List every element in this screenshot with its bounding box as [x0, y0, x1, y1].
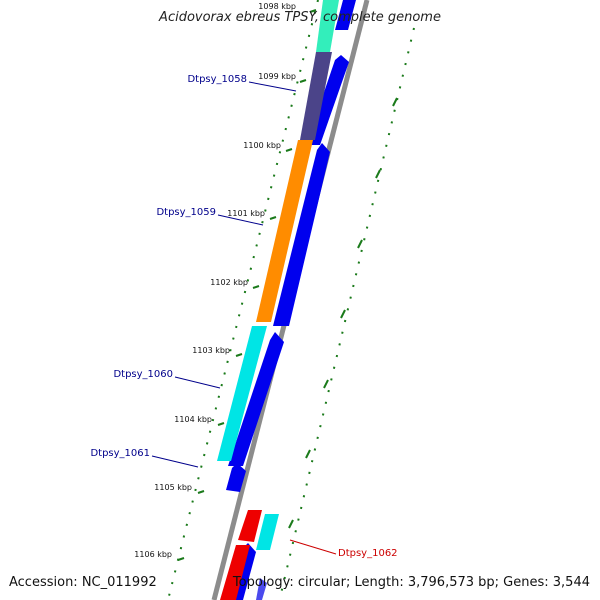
- cds-feature: [256, 578, 267, 600]
- map-title: Acidovorax ebreus TPSY, complete genome: [159, 10, 441, 25]
- tick-mark: [309, 9, 317, 13]
- gene-leader-line: [174, 376, 221, 389]
- tick-mark: [285, 148, 293, 152]
- gene-segment-red: [220, 545, 250, 600]
- tick-mark: [177, 557, 185, 561]
- tick-label: 1102 kbp: [210, 278, 248, 287]
- cds-feature: [273, 143, 330, 326]
- gene-label-group: Dtpsy_1058 Dtpsy_1059 Dtpsy_1060 Dtpsy_1061…: [90, 74, 397, 559]
- gene-leader-line: [248, 81, 297, 92]
- accession-text: Accession: NC_011992: [9, 575, 157, 590]
- tick-label: 1104 kbp: [174, 415, 212, 424]
- tick-label: 1105 kbp: [154, 483, 192, 492]
- summary-text: Topology: circular; Length: 3,796,573 bp…: [232, 575, 590, 590]
- gene-label[interactable]: Dtpsy_1061: [90, 448, 150, 459]
- tick-mark: [269, 216, 277, 220]
- tick-mark: [235, 353, 243, 357]
- cds-feature: [335, 0, 356, 30]
- gene-label[interactable]: Dtpsy_1059: [156, 207, 216, 218]
- gene-label[interactable]: Dtpsy_1058: [187, 74, 247, 85]
- gene-segment-purple: [300, 52, 332, 140]
- cds-feature: [226, 463, 246, 492]
- gene-leader-line: [217, 214, 264, 226]
- gene-segment-cyan: [217, 326, 267, 461]
- gene-leader-line: [289, 539, 337, 555]
- gene-leader-line: [151, 455, 199, 468]
- tick-label: 1099 kbp: [258, 72, 296, 81]
- cds-track: [226, 0, 356, 600]
- gene-label[interactable]: Dtpsy_1062: [338, 548, 398, 559]
- tick-label: 1098 kbp: [258, 2, 296, 11]
- tick-label: 1100 kbp: [243, 141, 281, 150]
- tick-label: 1101 kbp: [227, 209, 265, 218]
- gene-segment-cyan: [256, 514, 279, 550]
- gene-segment-red: [238, 510, 262, 542]
- tick-mark: [197, 490, 205, 494]
- tick-group: 1098 kbp 1099 kbp 1100 kbp 1101 kbp 1102 kbp…: [134, 2, 317, 561]
- gene-segment-aqua: [316, 0, 339, 52]
- tick-label: 1106 kbp: [134, 550, 172, 559]
- outer-ruler: [279, 27, 415, 599]
- colored-track: [217, 0, 339, 600]
- tick-mark: [299, 79, 307, 83]
- tick-mark: [217, 422, 225, 426]
- gene-label[interactable]: Dtpsy_1060: [113, 369, 173, 380]
- tick-label: 1103 kbp: [192, 346, 230, 355]
- cds-feature: [228, 332, 284, 466]
- gene-segment-orange: [256, 140, 313, 322]
- ruler-marks: [288, 97, 398, 529]
- tick-mark: [252, 285, 260, 289]
- inner-ruler: [167, 0, 319, 600]
